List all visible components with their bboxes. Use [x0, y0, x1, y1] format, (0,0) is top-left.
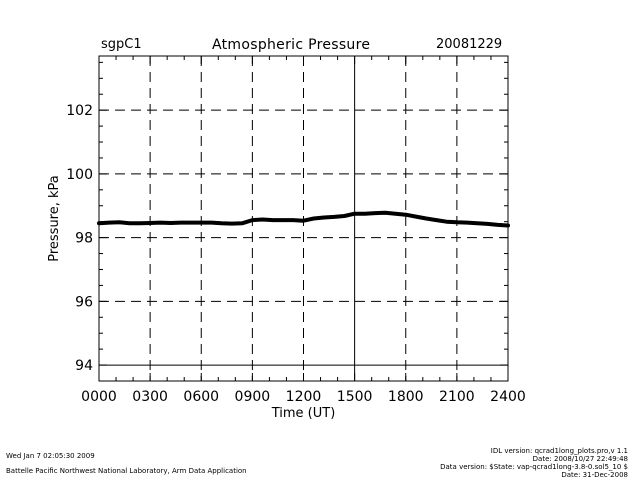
lab-credit: Battelle Pacific Northwest National Labo… — [6, 467, 247, 475]
x-axis-label: Time (UT) — [271, 406, 336, 421]
x-tick-label: 0000 — [81, 389, 117, 405]
series-line — [97, 210, 510, 228]
version-info: IDL version: qcrad1long_plots.pro,v 1.1 … — [440, 447, 628, 479]
x-tick-label: 0300 — [132, 389, 168, 405]
x-tick-label: 0900 — [235, 389, 271, 405]
idl-version: IDL version: qcrad1long_plots.pro,v 1.1 — [490, 447, 628, 455]
y-tick-label: 98 — [75, 231, 93, 247]
chart-title: Atmospheric Pressure — [212, 37, 371, 53]
idl-date: Date: 2008/10/27 22:49:48 — [532, 455, 628, 463]
y-tick-label: 94 — [75, 358, 93, 374]
x-tick-label: 1200 — [286, 389, 322, 405]
y-tick-label: 102 — [66, 103, 93, 119]
run-timestamp: Wed Jan 7 02:05:30 2009 — [6, 452, 95, 460]
x-tick-label: 0600 — [183, 389, 219, 405]
date-label: 20081229 — [436, 37, 503, 52]
x-tick-label: 2100 — [439, 389, 475, 405]
data-date: Date: 31-Dec-2008 — [561, 471, 628, 479]
y-axis-label: Pressure, kPa — [47, 175, 62, 262]
x-tick-label: 1500 — [337, 389, 373, 405]
x-tick-label: 2400 — [490, 389, 526, 405]
site-label: sgpC1 — [101, 37, 142, 52]
y-tick-label: 100 — [66, 167, 93, 183]
y-tick-label: 96 — [75, 294, 93, 310]
data-version: Data version: $State: vap-qcrad1long-3.8… — [440, 463, 628, 471]
x-tick-label: 1800 — [388, 389, 424, 405]
